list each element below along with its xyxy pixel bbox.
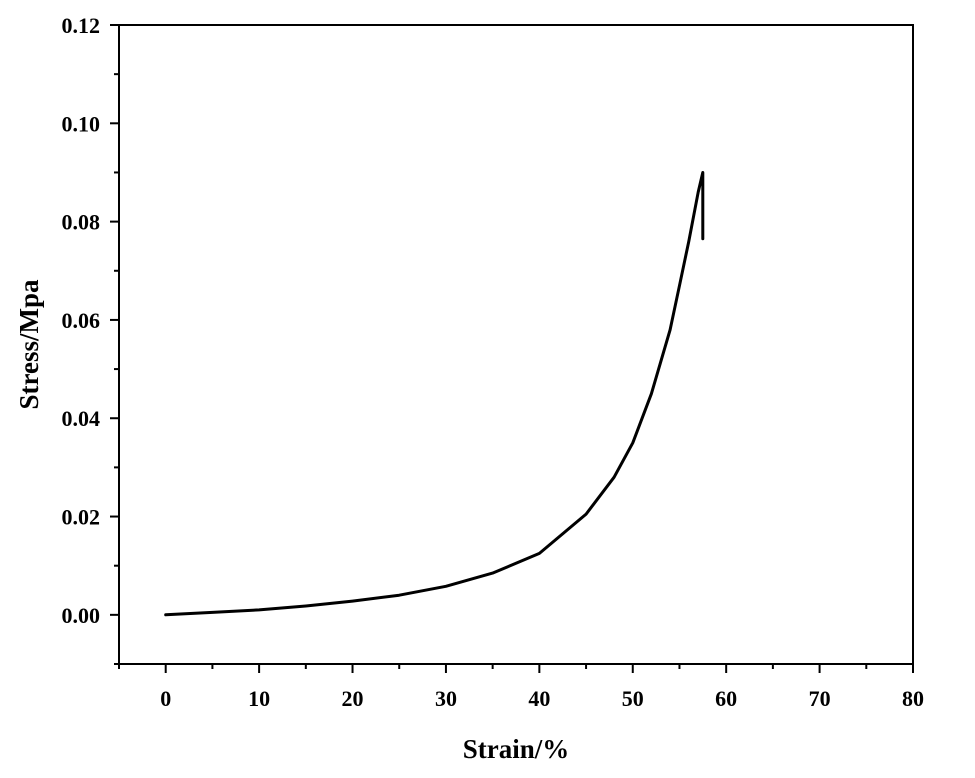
- y-axis-title: Stress/Mpa: [14, 279, 44, 410]
- x-tick-label: 30: [435, 686, 457, 711]
- x-tick-label: 80: [902, 686, 924, 711]
- x-tick-label: 70: [809, 686, 831, 711]
- y-tick-label: 0.04: [62, 406, 101, 431]
- y-tick-label: 0.02: [62, 505, 101, 530]
- y-tick-label: 0.10: [62, 111, 101, 136]
- x-axis-title: Strain/%: [463, 734, 570, 764]
- y-tick-label: 0.00: [62, 603, 101, 628]
- y-axis-ticks: 0.00 0.02 0.04 0.06 0.08 0.10 0.12: [62, 13, 119, 665]
- y-tick-label: 0.08: [62, 210, 101, 235]
- x-tick-label: 40: [528, 686, 550, 711]
- x-tick-label: 10: [248, 686, 270, 711]
- plot-frame: [118, 24, 914, 665]
- y-tick-label: 0.12: [62, 13, 101, 38]
- y-tick-label: 0.06: [62, 308, 101, 333]
- x-axis-ticks: 0 10 20 30 40 50 60 70 80: [118, 664, 924, 711]
- x-tick-label: 0: [160, 686, 171, 711]
- series-line: [164, 171, 705, 617]
- x-tick-label: 60: [715, 686, 737, 711]
- x-tick-label: 50: [622, 686, 644, 711]
- x-tick-label: 20: [342, 686, 364, 711]
